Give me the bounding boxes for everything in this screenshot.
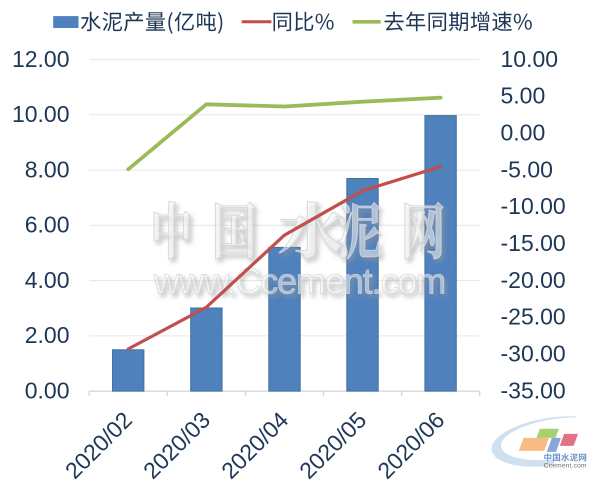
svg-text:2.00: 2.00: [25, 322, 70, 348]
svg-text:4.00: 4.00: [25, 267, 70, 293]
svg-text:0.00: 0.00: [25, 377, 70, 403]
svg-text:10.00: 10.00: [12, 101, 70, 127]
svg-text:10.00: 10.00: [501, 46, 559, 72]
svg-text:-30.00: -30.00: [501, 341, 566, 367]
svg-text:12.00: 12.00: [12, 46, 70, 72]
svg-text:-20.00: -20.00: [501, 267, 566, 293]
svg-text:5.00: 5.00: [501, 83, 546, 109]
svg-text:-15.00: -15.00: [501, 230, 566, 256]
svg-text:-5.00: -5.00: [501, 156, 553, 182]
svg-text:-25.00: -25.00: [501, 304, 566, 330]
svg-text:-35.00: -35.00: [501, 377, 566, 403]
svg-text:Ccement.com: Ccement.com: [544, 463, 587, 470]
svg-text:-10.00: -10.00: [501, 193, 566, 219]
svg-text:0.00: 0.00: [501, 120, 546, 146]
svg-text:www.Ccement.com: www.Ccement.com: [153, 260, 446, 301]
svg-text:6.00: 6.00: [25, 212, 70, 238]
svg-text:8.00: 8.00: [25, 156, 70, 182]
